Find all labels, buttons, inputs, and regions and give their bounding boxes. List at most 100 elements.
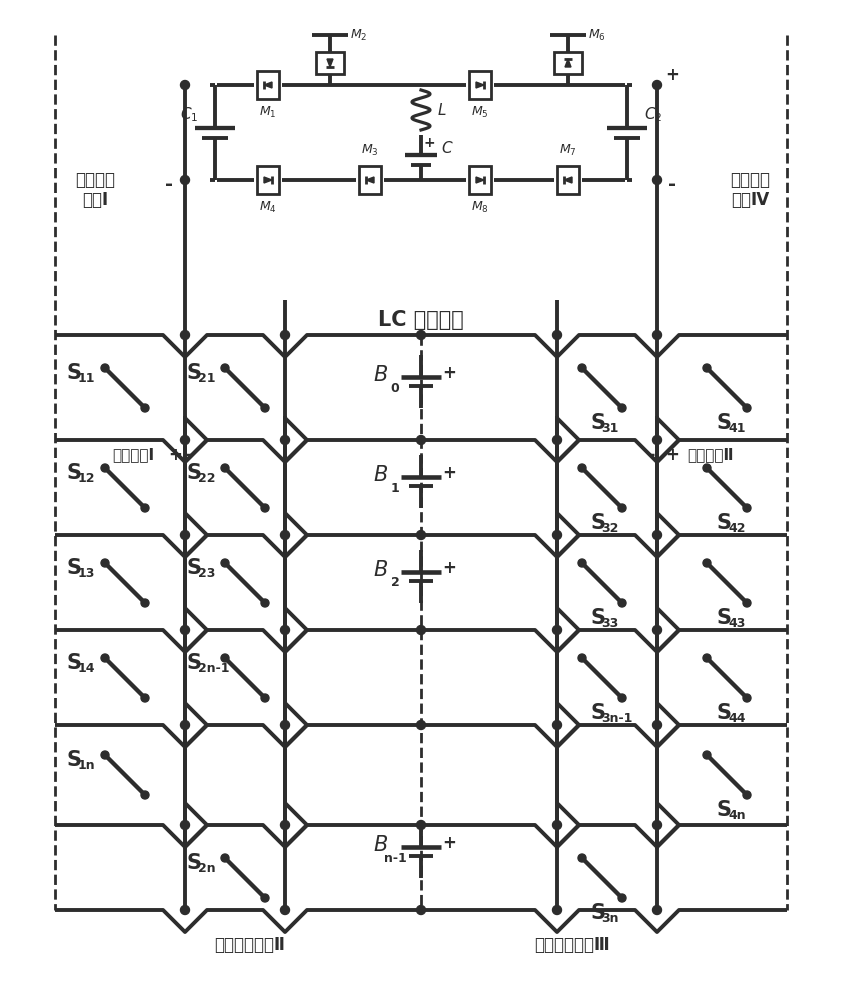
Circle shape [180, 820, 189, 830]
Text: 0: 0 [391, 381, 399, 394]
Circle shape [180, 81, 189, 90]
Circle shape [180, 530, 189, 540]
Circle shape [141, 694, 149, 702]
Circle shape [180, 436, 189, 444]
Circle shape [141, 599, 149, 607]
Circle shape [552, 330, 562, 340]
Text: 2n-1: 2n-1 [198, 662, 230, 675]
Text: -: - [165, 176, 173, 194]
Circle shape [703, 364, 711, 372]
Text: 2n: 2n [198, 862, 216, 875]
Circle shape [743, 694, 751, 702]
Bar [469, 166, 491, 194]
Circle shape [180, 176, 189, 184]
Text: -: - [186, 446, 194, 464]
Circle shape [743, 504, 751, 512]
Circle shape [618, 504, 626, 512]
Circle shape [703, 464, 711, 472]
Circle shape [280, 436, 290, 444]
Circle shape [261, 894, 269, 902]
Text: S: S [67, 653, 82, 673]
Text: n-1: n-1 [384, 852, 407, 864]
Polygon shape [327, 59, 333, 67]
Text: S: S [187, 853, 202, 873]
Circle shape [417, 820, 425, 830]
Text: 32: 32 [601, 522, 618, 535]
Circle shape [261, 694, 269, 702]
Circle shape [101, 364, 109, 372]
Text: +: + [424, 136, 434, 150]
Text: S: S [187, 558, 202, 578]
Text: S: S [717, 608, 732, 628]
Text: -: - [668, 176, 676, 194]
Circle shape [578, 364, 586, 372]
Text: 2: 2 [391, 576, 399, 589]
Circle shape [578, 654, 586, 662]
Circle shape [578, 854, 586, 862]
Circle shape [101, 654, 109, 662]
Bar [554, 52, 582, 74]
Circle shape [280, 906, 290, 914]
Text: -: - [648, 446, 656, 464]
Circle shape [618, 599, 626, 607]
Circle shape [417, 906, 425, 914]
Text: 3n: 3n [601, 912, 619, 925]
Bar [359, 166, 381, 194]
Circle shape [743, 404, 751, 412]
Polygon shape [564, 177, 572, 183]
Circle shape [743, 791, 751, 799]
Text: S: S [717, 513, 732, 533]
Text: S: S [590, 413, 605, 433]
Circle shape [552, 720, 562, 730]
Text: $B$: $B$ [374, 465, 388, 485]
Circle shape [618, 404, 626, 412]
Bar [469, 71, 491, 99]
Text: 11: 11 [78, 372, 95, 385]
Text: S: S [67, 558, 82, 578]
Circle shape [280, 530, 290, 540]
Text: +: + [442, 834, 456, 852]
Bar [257, 71, 279, 99]
Circle shape [141, 504, 149, 512]
Bar [257, 166, 279, 194]
Text: 选择开关
模块Ⅰ: 选择开关 模块Ⅰ [75, 171, 115, 209]
Text: $C_1$: $C_1$ [180, 106, 198, 124]
Polygon shape [476, 82, 484, 88]
Text: 选择开关
模块Ⅳ: 选择开关 模块Ⅳ [730, 171, 770, 209]
Text: +: + [442, 364, 456, 382]
Text: +: + [442, 559, 456, 577]
Text: S: S [590, 513, 605, 533]
Text: 33: 33 [601, 617, 618, 630]
Text: 1n: 1n [78, 759, 96, 772]
Text: 14: 14 [78, 662, 95, 675]
Circle shape [180, 720, 189, 730]
Text: +: + [665, 446, 679, 464]
Text: 23: 23 [198, 567, 216, 580]
Circle shape [552, 436, 562, 444]
Text: +: + [665, 66, 679, 84]
Text: 3n-1: 3n-1 [601, 712, 632, 725]
Bar [316, 52, 344, 74]
Text: 选择开关模块Ⅱ: 选择开关模块Ⅱ [215, 936, 285, 954]
Text: S: S [187, 653, 202, 673]
Text: S: S [67, 463, 82, 483]
Circle shape [417, 530, 425, 540]
Text: 12: 12 [78, 472, 95, 485]
Circle shape [653, 81, 662, 90]
Text: S: S [717, 413, 732, 433]
Circle shape [703, 559, 711, 567]
Circle shape [552, 820, 562, 830]
Circle shape [261, 504, 269, 512]
Circle shape [280, 820, 290, 830]
Text: 均衡母线Ⅱ: 均衡母线Ⅱ [687, 448, 733, 462]
Circle shape [180, 330, 189, 340]
Polygon shape [264, 177, 272, 183]
Circle shape [653, 906, 662, 914]
Circle shape [101, 559, 109, 567]
Circle shape [552, 906, 562, 914]
Text: 31: 31 [601, 422, 618, 435]
Text: $M_6$: $M_6$ [588, 27, 605, 43]
Text: 43: 43 [728, 617, 745, 630]
Text: +: + [442, 464, 456, 482]
Circle shape [417, 436, 425, 444]
